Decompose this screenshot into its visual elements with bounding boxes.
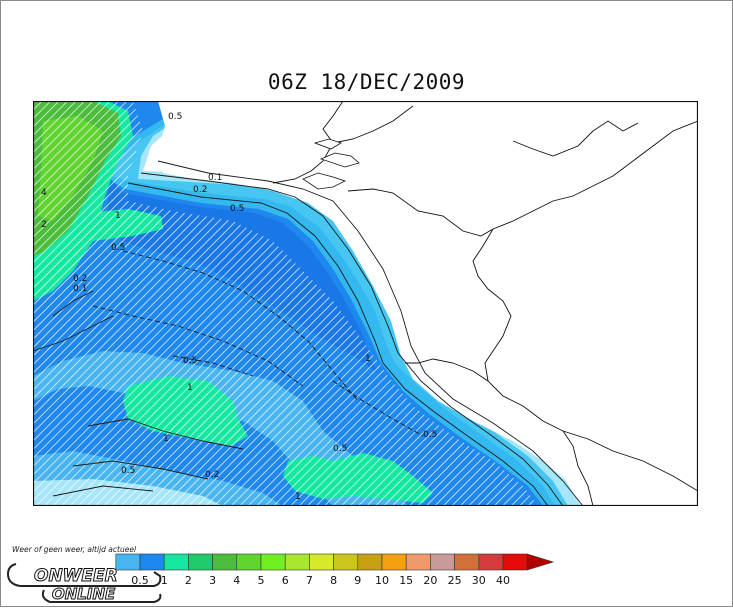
precipitation-map: 0.5 0.1 0.2 0.5 1 0.5 4 2 1 0.5 0.2 0.1 …	[32, 100, 699, 507]
land-area	[158, 101, 698, 506]
legend-label: 2	[185, 574, 192, 587]
contour-label: 1	[295, 492, 301, 502]
contour-label: 0.5	[333, 444, 347, 454]
contour-label: 0.5	[183, 356, 197, 366]
legend-label: 25	[448, 574, 462, 587]
onweer-online-logo: Weer of geen weer, altijd actueel ONWEER…	[4, 545, 164, 606]
legend-swatch	[454, 553, 480, 571]
legend-label: 30	[472, 574, 486, 587]
legend-swatch	[478, 553, 504, 571]
contour-label: 0.5	[230, 204, 244, 214]
legend-swatch	[357, 553, 383, 571]
legend-swatch	[212, 553, 238, 571]
logo-line2: ONLINE	[52, 585, 116, 603]
contour-label: 0.5	[168, 112, 182, 122]
contour-label: 0.2	[73, 274, 87, 284]
legend-arrow	[526, 553, 555, 571]
legend-swatch	[188, 553, 213, 571]
legend-swatch	[333, 553, 359, 571]
legend-swatch	[405, 553, 431, 571]
legend-swatch	[236, 553, 262, 571]
contour-label: 0.5	[423, 430, 437, 440]
legend-label: 1	[161, 574, 168, 587]
map-border	[32, 100, 699, 507]
legend: 0.5 1 2 3 4 5 6 7 8 9 10 15 20 25 30 40	[0, 540, 733, 607]
legend-swatch	[309, 553, 334, 571]
legend-label: 10	[375, 574, 389, 587]
contour-label: 1	[187, 383, 193, 393]
legend-label: 7	[306, 574, 313, 587]
contour-label: 2	[41, 220, 47, 230]
contour-label: 1	[115, 211, 121, 221]
contour-label: 0.5	[121, 466, 135, 476]
legend-swatch	[502, 553, 528, 571]
contour-label: 0.5	[111, 243, 125, 253]
contour-label: 4	[41, 188, 47, 198]
legend-colorbar: 0.5 1 2 3 4 5 6 7 8 9 10 15 20 25 30 40	[115, 553, 555, 587]
legend-label: 5	[258, 574, 265, 587]
legend-label: 6	[282, 574, 289, 587]
legend-label: 15	[399, 574, 413, 587]
legend-label: 9	[354, 574, 361, 587]
contour-label: 0.1	[73, 284, 87, 294]
legend-label: 3	[209, 574, 216, 587]
legend-swatch	[260, 553, 286, 571]
contour-label: 1	[365, 354, 371, 364]
map-title: 06Z 18/DEC/2009	[267, 70, 466, 94]
legend-swatch	[284, 553, 310, 571]
logo-line1: ONWEER	[34, 566, 118, 586]
legend-label: 40	[496, 574, 510, 587]
map-canvas: 0.5 0.1 0.2 0.5 1 0.5 4 2 1 0.5 0.2 0.1 …	[32, 100, 699, 507]
logo-tagline: Weer of geen weer, altijd actueel	[12, 545, 137, 554]
legend-swatch	[163, 553, 189, 571]
contour-label: 0.2	[193, 185, 207, 195]
border-line	[272, 101, 344, 184]
legend-label: 0.5	[131, 574, 149, 587]
legend-label: 4	[233, 574, 240, 587]
contour-label: 0.2	[205, 470, 219, 480]
legend-label: 8	[330, 574, 337, 587]
contour-label: 1	[163, 434, 169, 444]
legend-swatch	[381, 553, 407, 571]
hatch-overlay	[33, 101, 538, 506]
contour-label: 0.1	[208, 173, 222, 183]
legend-label: 20	[423, 574, 437, 587]
legend-swatch	[430, 553, 455, 571]
